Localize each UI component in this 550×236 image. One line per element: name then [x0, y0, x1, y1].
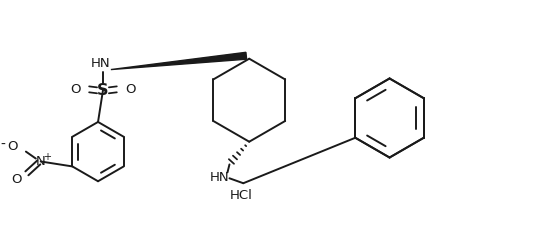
Text: O: O — [125, 83, 136, 96]
Text: HCl: HCl — [229, 189, 252, 202]
Text: N: N — [36, 155, 46, 168]
Text: O: O — [7, 140, 17, 153]
Text: S: S — [97, 83, 109, 98]
Polygon shape — [111, 52, 246, 70]
Text: HN: HN — [210, 171, 229, 184]
Text: O: O — [11, 173, 21, 186]
Text: +: + — [43, 152, 51, 161]
Text: HN: HN — [91, 57, 111, 70]
Text: -: - — [1, 138, 6, 152]
Text: O: O — [70, 83, 80, 96]
